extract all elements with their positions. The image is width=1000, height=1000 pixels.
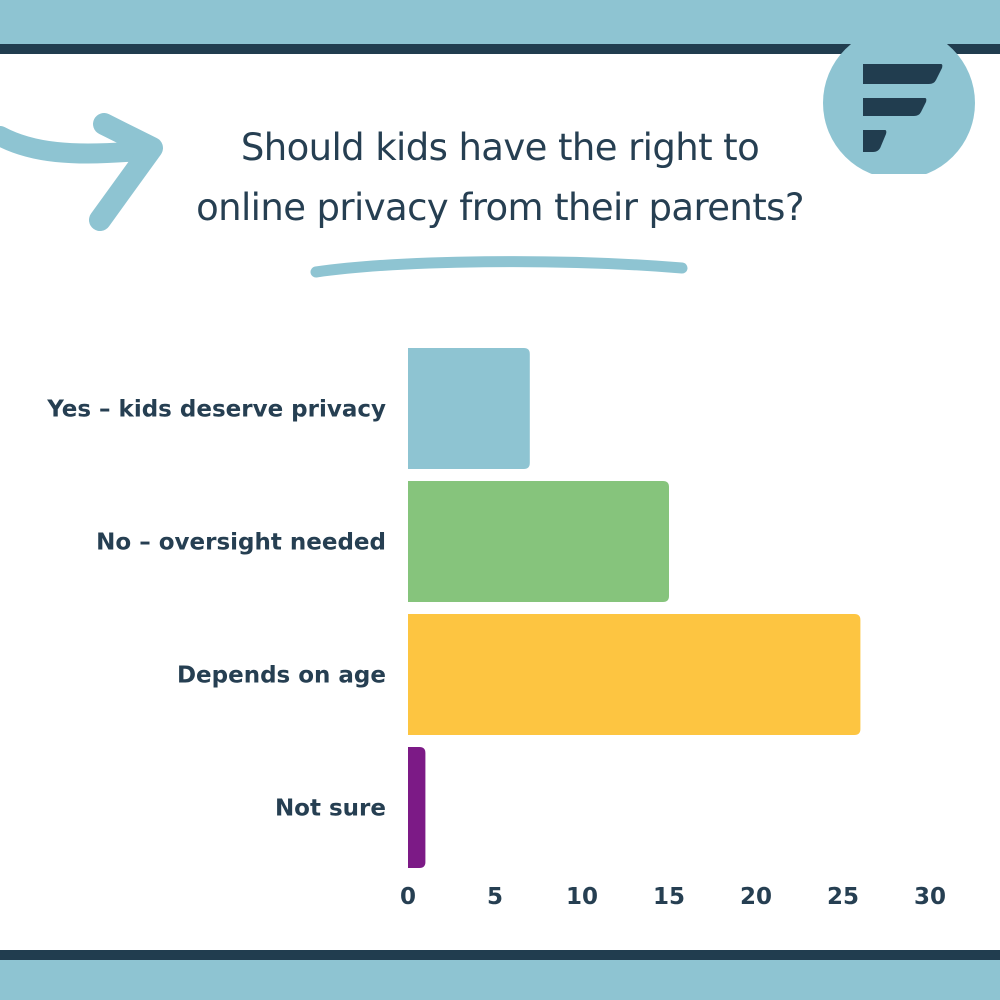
title-line-2: online privacy from their parents? xyxy=(196,186,804,229)
x-tick-label: 10 xyxy=(566,884,598,910)
bottom-band xyxy=(0,960,1000,1000)
category-label: Yes – kids deserve privacy xyxy=(46,397,386,423)
arrow-icon xyxy=(0,113,163,231)
brush-underline xyxy=(310,256,688,278)
title-line-1: Should kids have the right to xyxy=(240,126,760,169)
bottom-rule xyxy=(0,950,1000,960)
category-label: Not sure xyxy=(275,796,386,822)
category-label: Depends on age xyxy=(177,663,386,689)
x-tick-label: 0 xyxy=(400,884,416,910)
bar-depends-on-age xyxy=(408,614,861,735)
x-tick-label: 5 xyxy=(487,884,503,910)
x-tick-label: 25 xyxy=(827,884,859,910)
x-tick-label: 20 xyxy=(740,884,772,910)
category-label: No – oversight needed xyxy=(96,530,386,556)
bar-yes-kids-deserve-privacy xyxy=(408,348,530,469)
page-title: Should kids have the right to online pri… xyxy=(160,118,840,238)
top-rule xyxy=(0,44,1000,54)
x-tick-label: 30 xyxy=(914,884,946,910)
bar-not-sure xyxy=(408,747,426,868)
logo-icon xyxy=(823,32,975,174)
top-band xyxy=(0,0,1000,44)
bar-no-oversight-needed xyxy=(408,481,669,602)
x-tick-label: 15 xyxy=(653,884,685,910)
